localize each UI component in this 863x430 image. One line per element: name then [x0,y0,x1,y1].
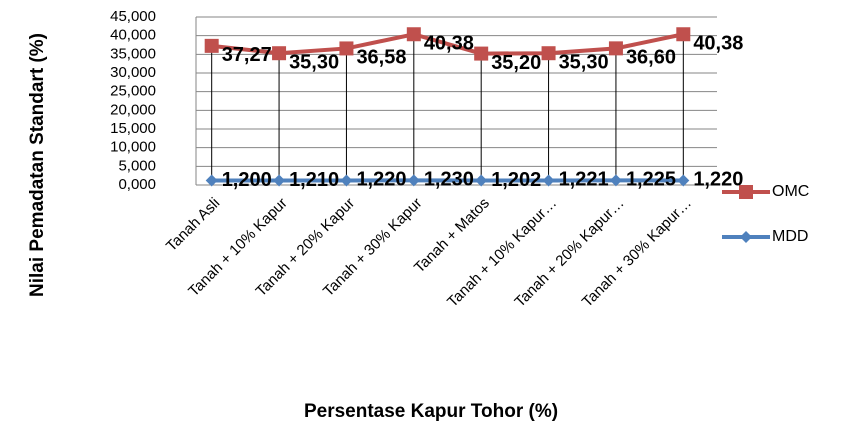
data-label: 1,220 [693,169,743,191]
x-tick-label: Tanah Asli [163,195,223,255]
y-tick-label: 10,000 [110,139,156,156]
marker [339,41,354,56]
marker [541,46,556,61]
marker [475,174,488,187]
marker [676,27,691,42]
marker [677,174,690,187]
data-label: 35,20 [491,52,541,74]
y-tick-label: 30,000 [110,64,156,81]
data-label: 1,210 [289,169,339,191]
data-label: 35,30 [559,51,609,73]
legend-label: OMC [772,183,809,200]
marker [406,27,421,42]
marker [204,38,219,53]
data-label: 36,60 [626,47,676,69]
data-label: 36,58 [356,47,406,69]
y-tick-label: 0,000 [118,176,156,193]
series-line [211,32,684,56]
y-axis-title: Nilai Pemadatan Standart (%) [27,33,48,297]
marker [407,174,420,187]
x-axis-title: Persentase Kapur Tohor (%) [304,401,558,422]
data-label: 1,200 [222,169,272,191]
data-label: 40,38 [424,33,474,55]
marker [272,46,287,61]
marker [273,174,286,187]
y-tick-label: 5,000 [118,157,156,174]
data-label: 1,230 [424,169,474,191]
data-label: 1,202 [491,169,541,191]
data-label: 37,27 [222,44,272,66]
y-tick-label: 40,000 [110,27,156,44]
data-label: 40,38 [693,33,743,55]
y-tick-label: 25,000 [110,83,156,100]
marker [739,185,753,199]
marker [740,231,752,243]
x-tick-label: Tanah + 10% Kapur… [444,195,560,311]
y-tick-label: 35,000 [110,45,156,62]
y-tick-label: 45,000 [110,8,156,25]
marker [608,41,623,56]
legend-label: MDD [772,228,808,245]
y-tick-label: 20,000 [110,101,156,118]
marker [542,174,555,187]
marker [205,174,218,187]
data-label: 1,220 [356,169,406,191]
y-tick-label: 15,000 [110,120,156,137]
marker [474,46,489,61]
data-label: 35,30 [289,51,339,73]
marker [609,174,622,187]
data-label: 1,221 [559,169,609,191]
x-tick-label: Tanah + 20% Kapur… [511,195,627,311]
data-label: 1,225 [626,169,676,191]
marker [340,174,353,187]
x-tick-label: Tanah + 30% Kapur… [579,195,695,311]
